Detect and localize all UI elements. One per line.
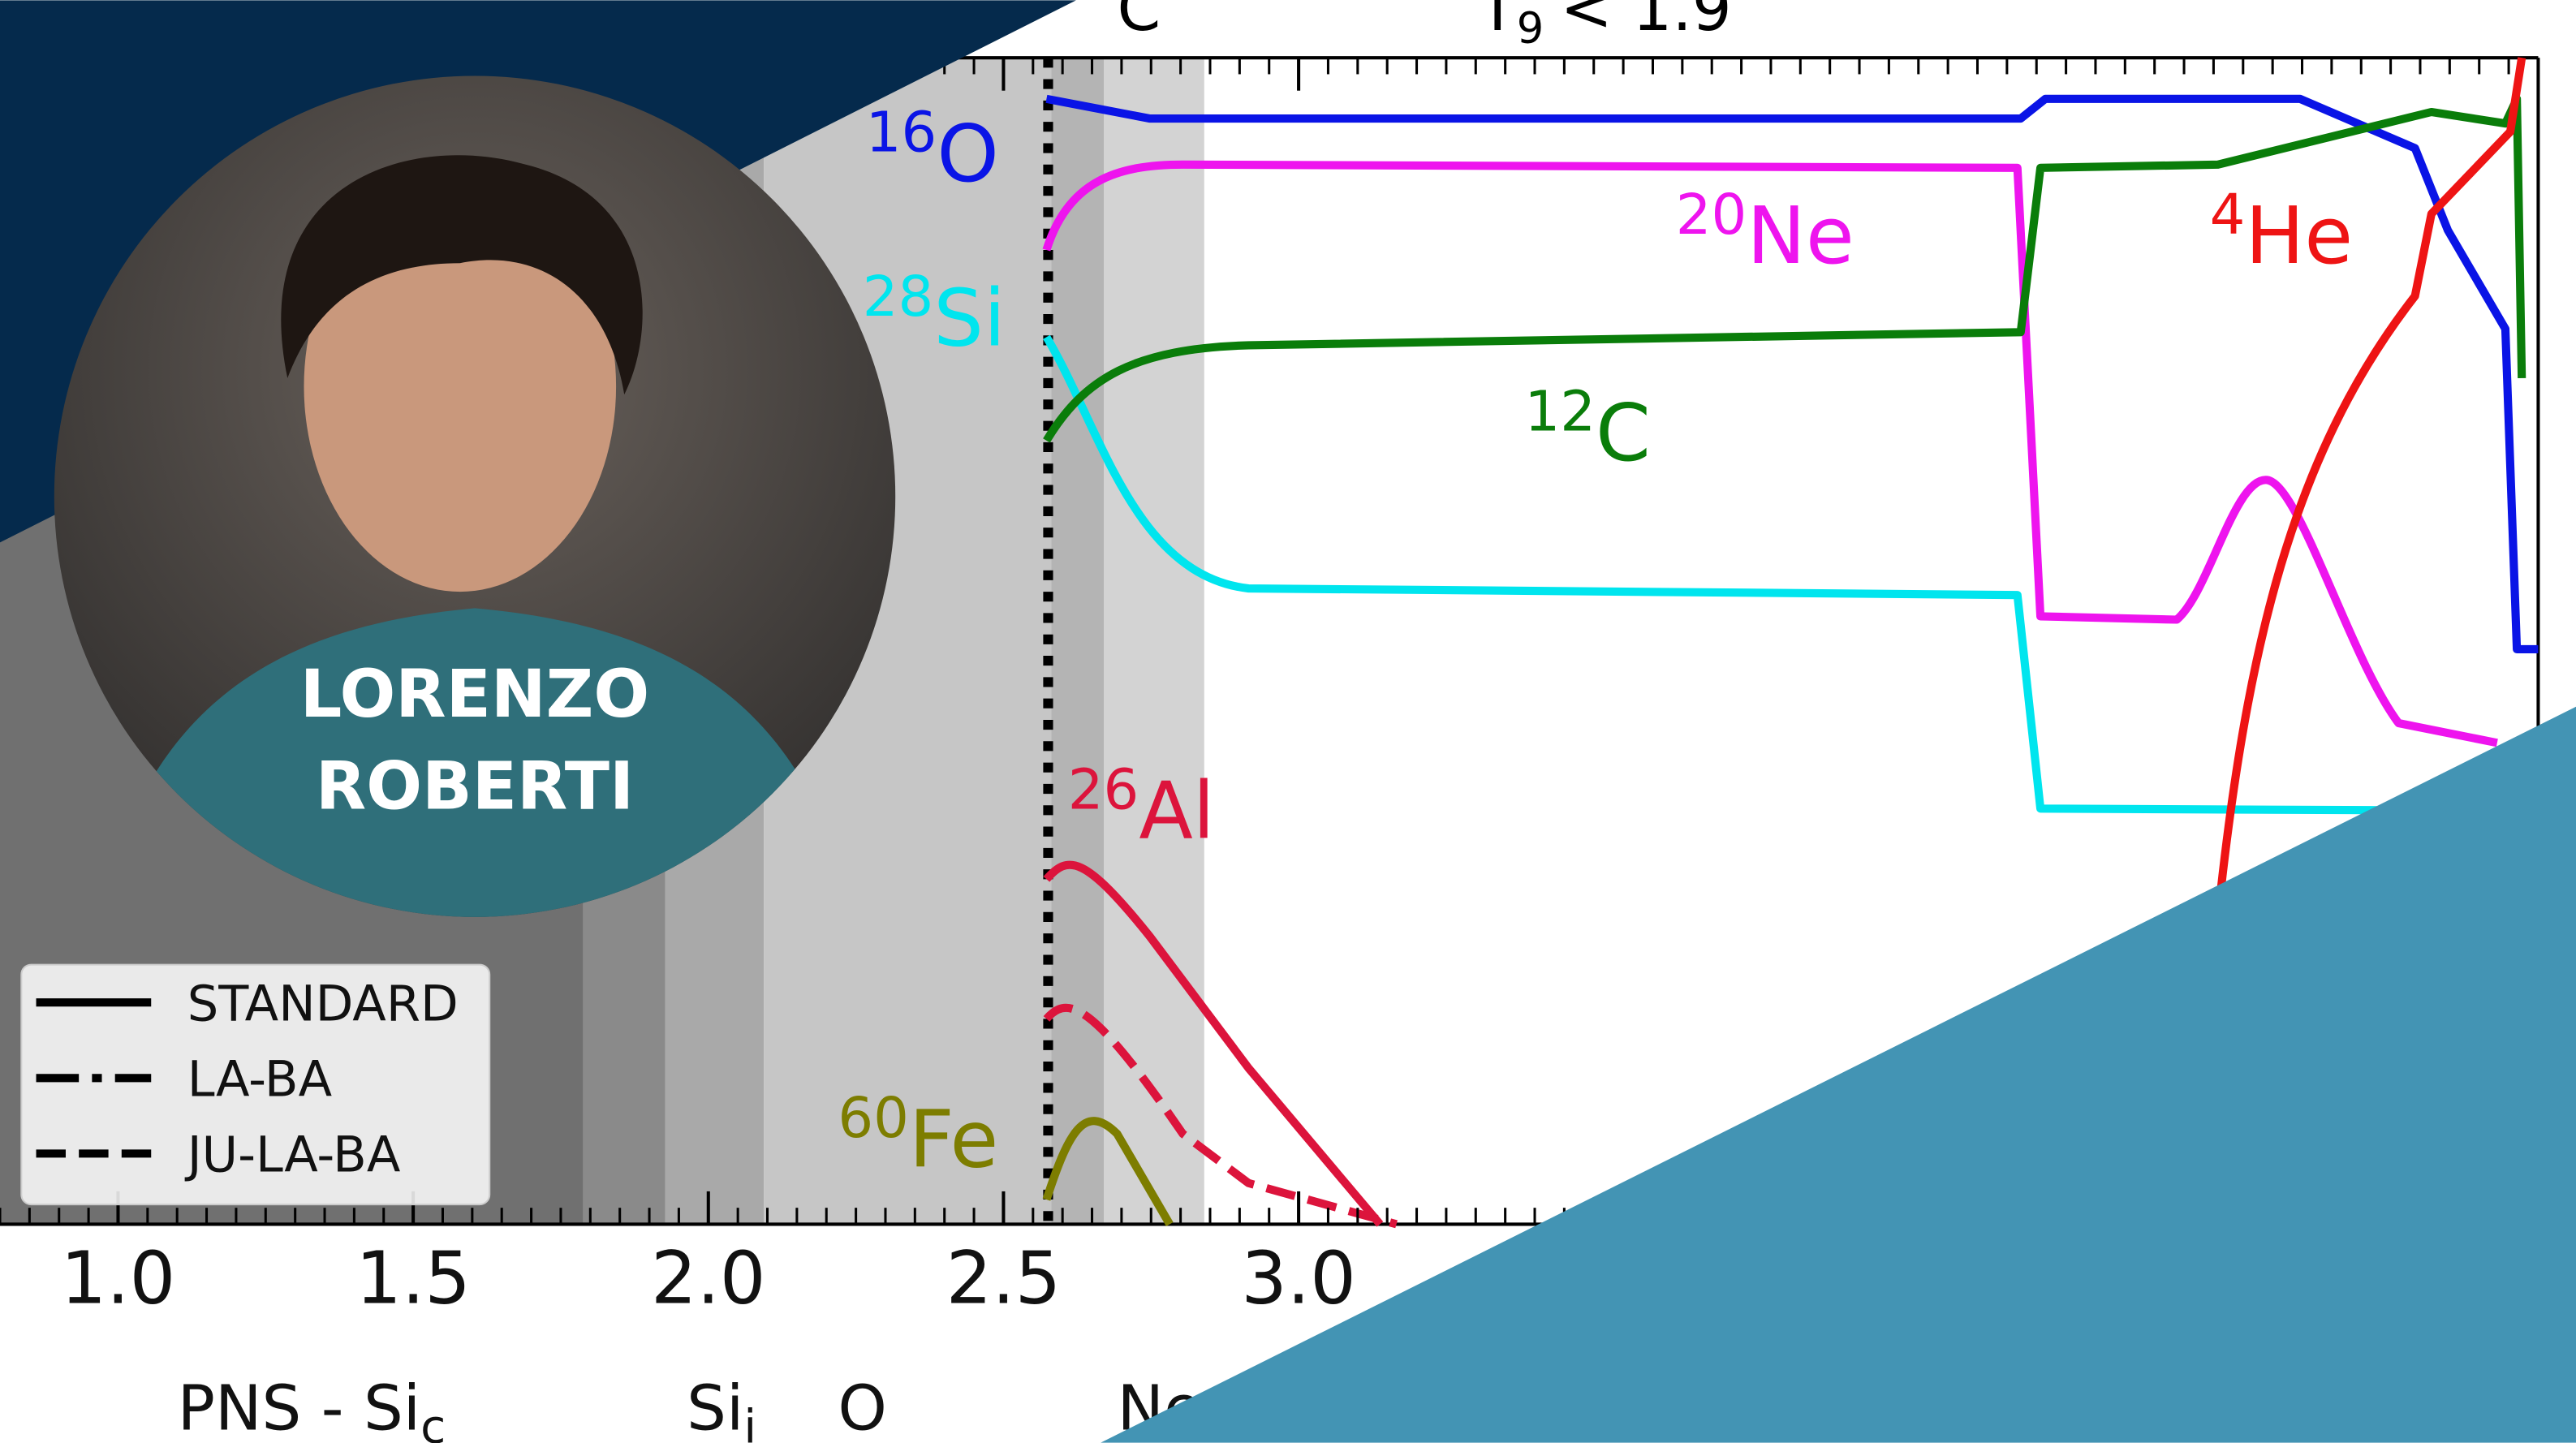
curve	[1046, 99, 2538, 649]
legend-label: LA-BA	[187, 1052, 333, 1109]
person-name: ROBERTI	[316, 748, 634, 825]
x-tick-label: 3.0	[1241, 1237, 1356, 1321]
label-mass: 60	[838, 1086, 909, 1151]
title: C T9 < 1.9	[1117, 0, 1731, 54]
region-labels: PNS - Sic Sii O Ne	[178, 1372, 1203, 1443]
legend-label: STANDARD	[187, 976, 459, 1032]
label-symbol: Ne	[1747, 190, 1854, 282]
label-mass: 12	[1524, 380, 1596, 445]
page: {"person":{"name":["LORENZO","ROBERTI"]}…	[0, 0, 2576, 1443]
legend-label: JU-LA-BA	[184, 1127, 401, 1184]
region-base: PNS - Si	[178, 1372, 421, 1443]
label-mass: 16	[866, 101, 937, 166]
title-left: C	[1117, 0, 1161, 45]
teal-corner	[1101, 707, 2576, 1443]
person-name: LORENZO	[300, 657, 649, 733]
label-symbol: Fe	[909, 1094, 998, 1186]
label-symbol: O	[937, 108, 998, 200]
photo: LORENZO ROBERTI	[54, 75, 895, 920]
title-base: T	[1478, 0, 1518, 45]
curve	[1046, 337, 2382, 810]
region-label: Sii	[687, 1372, 756, 1443]
region-sub: i	[743, 1401, 756, 1443]
region-label: PNS - Sic	[178, 1372, 446, 1443]
label: 12C	[1524, 380, 1650, 479]
label-mass: 28	[863, 265, 934, 330]
title-rest: < 1.9	[1561, 0, 1732, 45]
label: 20Ne	[1676, 183, 1854, 282]
label: 4He	[2210, 183, 2354, 282]
x-tick-label: 1.0	[61, 1237, 176, 1321]
label-symbol: Si	[933, 272, 1006, 364]
x-tick-label: 2.0	[651, 1237, 766, 1321]
label-symbol: Al	[1139, 765, 1214, 857]
region-base: Si	[687, 1372, 743, 1443]
label-mass: 26	[1068, 757, 1139, 822]
region-label: O	[838, 1372, 887, 1443]
label-mass: 4	[2210, 183, 2246, 248]
chart: 16O 28Si 20Ne 12C 4He 26Al 60Fe 1.01.52.…	[0, 0, 2576, 1443]
legend: STANDARD LA-BA JU-LA-BA	[21, 965, 489, 1205]
label-mass: 20	[1676, 183, 1747, 248]
label-symbol: He	[2245, 190, 2353, 282]
title-sub: 9	[1517, 4, 1544, 54]
label-symbol: C	[1596, 387, 1651, 479]
x-tick-label: 1.5	[355, 1237, 471, 1321]
x-tick-label: 2.5	[946, 1237, 1062, 1321]
region-sub: c	[420, 1401, 446, 1443]
title-right: T9 < 1.9	[1478, 0, 1732, 54]
